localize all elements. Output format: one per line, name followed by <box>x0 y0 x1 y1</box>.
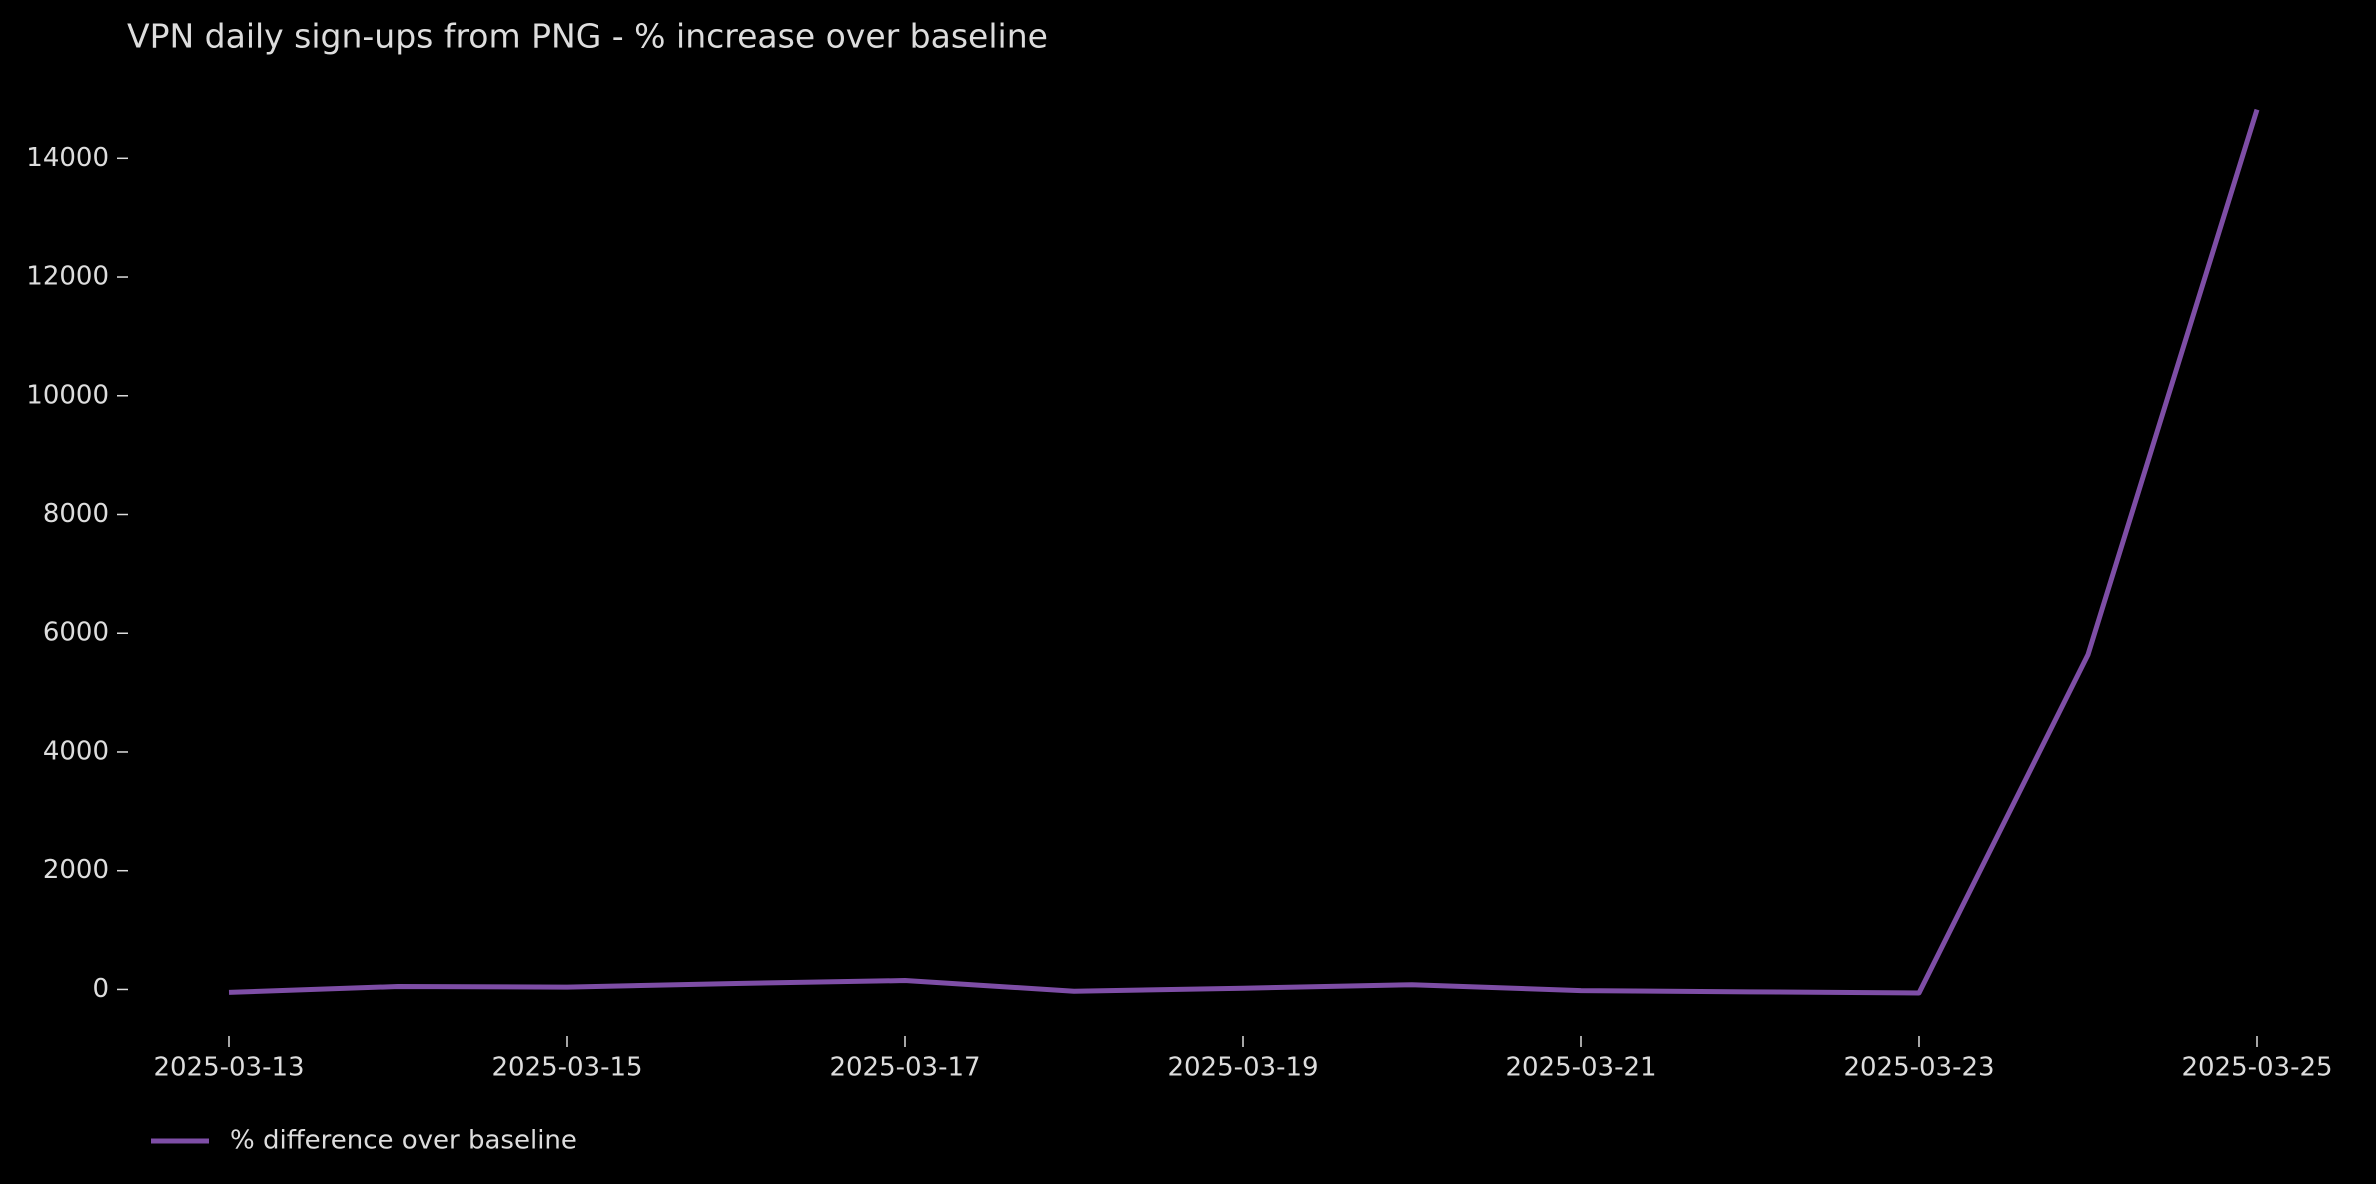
y-tick-label: 14000 <box>26 143 109 173</box>
x-tick-label: 2025-03-13 <box>153 1053 304 1083</box>
legend-label: % difference over baseline <box>230 1126 577 1156</box>
y-tick-label: 8000 <box>43 499 109 529</box>
y-tick-label: 2000 <box>43 855 109 885</box>
line-series <box>228 108 2260 996</box>
y-tick-label: 12000 <box>26 262 109 292</box>
y-tick-label: 10000 <box>26 380 109 410</box>
x-tick-label: 2025-03-25 <box>2181 1053 2332 1083</box>
x-tick-label: 2025-03-19 <box>1167 1053 1318 1083</box>
x-tick-label: 2025-03-21 <box>1505 1053 1656 1083</box>
x-tick-label: 2025-03-15 <box>491 1053 642 1083</box>
y-tick-label: 6000 <box>43 618 109 648</box>
x-tick-label: 2025-03-17 <box>829 1053 980 1083</box>
y-tick-label: 0 <box>92 974 109 1004</box>
y-tick-label: 4000 <box>43 736 109 766</box>
chart-title: VPN daily sign-ups from PNG - % increase… <box>127 17 1048 56</box>
x-tick-label: 2025-03-23 <box>1843 1053 1994 1083</box>
